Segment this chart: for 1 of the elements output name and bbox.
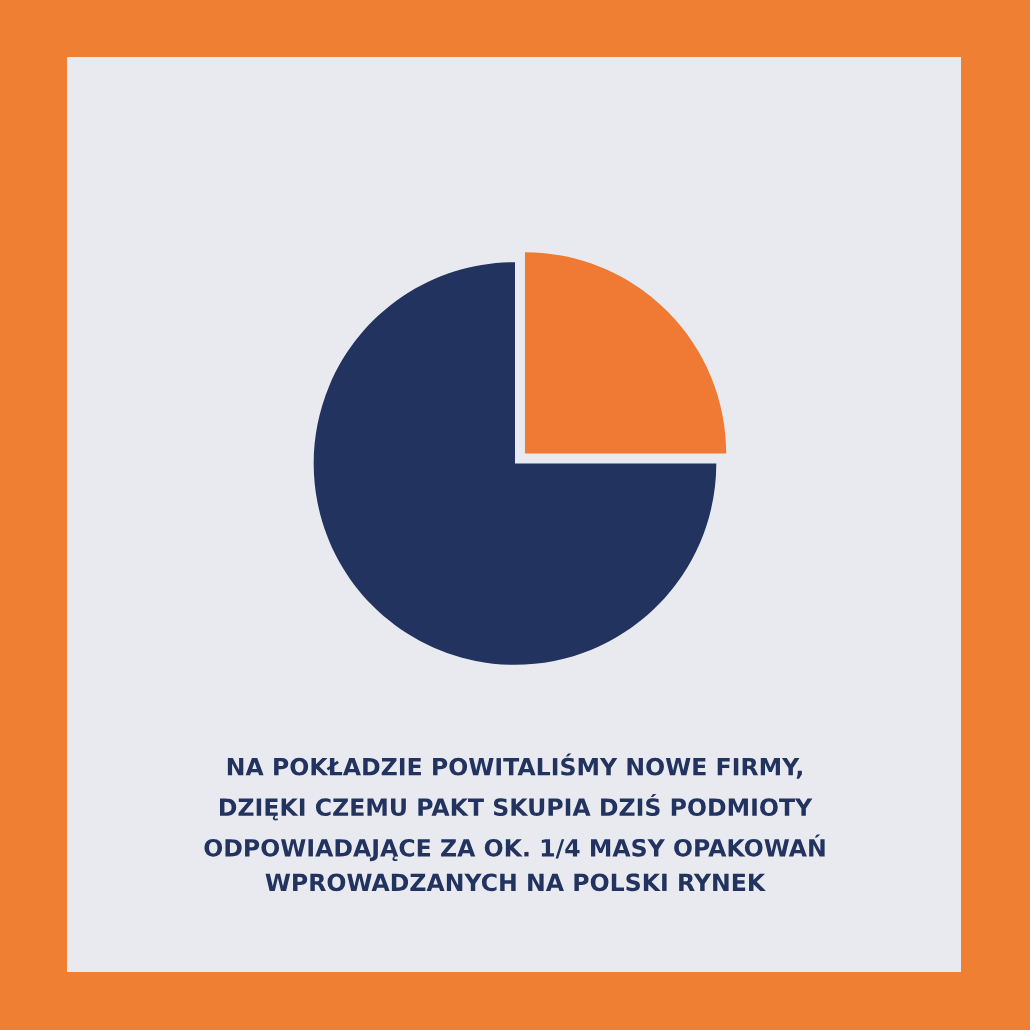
text: NA POKŁADZIE POWITALIŚMY NOWE FIRMY, DZIĘKI CZEMU PAKT SKUPIA DZIŚ PODMIOTY ODPOWIADAJĄCE ZA OK. 1/4 MASY OPAKOWAŃ WPROWADZANYCH NA POLSKI RYNEK — [204, 753, 825, 892]
